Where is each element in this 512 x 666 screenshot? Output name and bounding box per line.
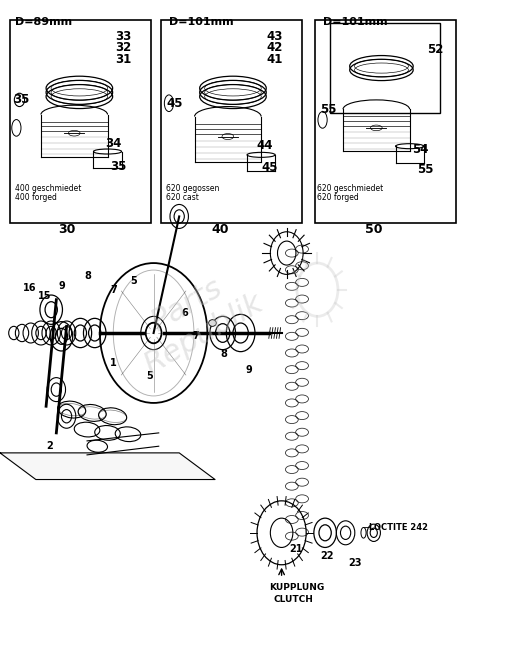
Text: 50: 50 <box>365 223 382 236</box>
Text: 34: 34 <box>105 137 121 151</box>
Text: 33: 33 <box>115 30 132 43</box>
Text: 52: 52 <box>428 43 444 57</box>
Text: 6: 6 <box>182 308 188 318</box>
Text: 35: 35 <box>110 160 126 173</box>
Text: 45: 45 <box>166 97 183 110</box>
Text: Parts
Republik: Parts Republik <box>121 259 268 380</box>
Text: 41: 41 <box>266 53 283 67</box>
Text: 7: 7 <box>110 284 117 295</box>
Text: 16: 16 <box>23 282 36 293</box>
Text: 42: 42 <box>266 41 283 55</box>
Bar <box>330 23 440 113</box>
Text: 400 geschmiedet: 400 geschmiedet <box>15 184 82 193</box>
Text: 8: 8 <box>84 271 91 282</box>
Text: 9: 9 <box>246 364 252 375</box>
Text: 35: 35 <box>13 93 29 107</box>
Text: 9: 9 <box>59 281 66 292</box>
Text: 43: 43 <box>266 30 283 43</box>
Text: 31: 31 <box>115 53 132 67</box>
Text: 55: 55 <box>417 163 434 176</box>
Text: 5: 5 <box>146 371 153 382</box>
Text: 44: 44 <box>256 139 272 152</box>
Bar <box>161 20 302 223</box>
Text: 620 forged: 620 forged <box>317 192 359 202</box>
Text: 54: 54 <box>412 143 429 157</box>
Text: 400 forged: 400 forged <box>15 192 57 202</box>
Bar <box>315 20 456 223</box>
Polygon shape <box>0 453 215 480</box>
Text: 620 geschmiedet: 620 geschmiedet <box>317 184 383 193</box>
Text: LOCTITE 242: LOCTITE 242 <box>369 523 428 532</box>
Text: 5: 5 <box>131 276 137 286</box>
Text: 40: 40 <box>211 223 229 236</box>
Text: 32: 32 <box>115 41 132 55</box>
Text: CLUTCH: CLUTCH <box>274 595 314 604</box>
Text: 1: 1 <box>110 358 117 368</box>
Text: D=101mm: D=101mm <box>323 17 387 27</box>
Text: 7: 7 <box>192 331 199 342</box>
Text: KUPPLUNG: KUPPLUNG <box>269 583 324 592</box>
Text: D=89mm: D=89mm <box>15 17 73 27</box>
Text: 21: 21 <box>289 544 303 555</box>
Text: 8: 8 <box>220 349 227 360</box>
Text: 30: 30 <box>58 223 75 236</box>
Text: 55: 55 <box>320 103 336 117</box>
Text: 620 cast: 620 cast <box>166 192 199 202</box>
Bar <box>10 20 151 223</box>
Text: 22: 22 <box>320 551 333 561</box>
Text: 620 gegossen: 620 gegossen <box>166 184 220 193</box>
Text: 23: 23 <box>348 557 361 568</box>
Text: 45: 45 <box>261 161 278 174</box>
Ellipse shape <box>209 320 216 326</box>
Text: 15: 15 <box>38 291 52 302</box>
Text: D=101mm: D=101mm <box>169 17 233 27</box>
Text: 2: 2 <box>46 441 53 452</box>
